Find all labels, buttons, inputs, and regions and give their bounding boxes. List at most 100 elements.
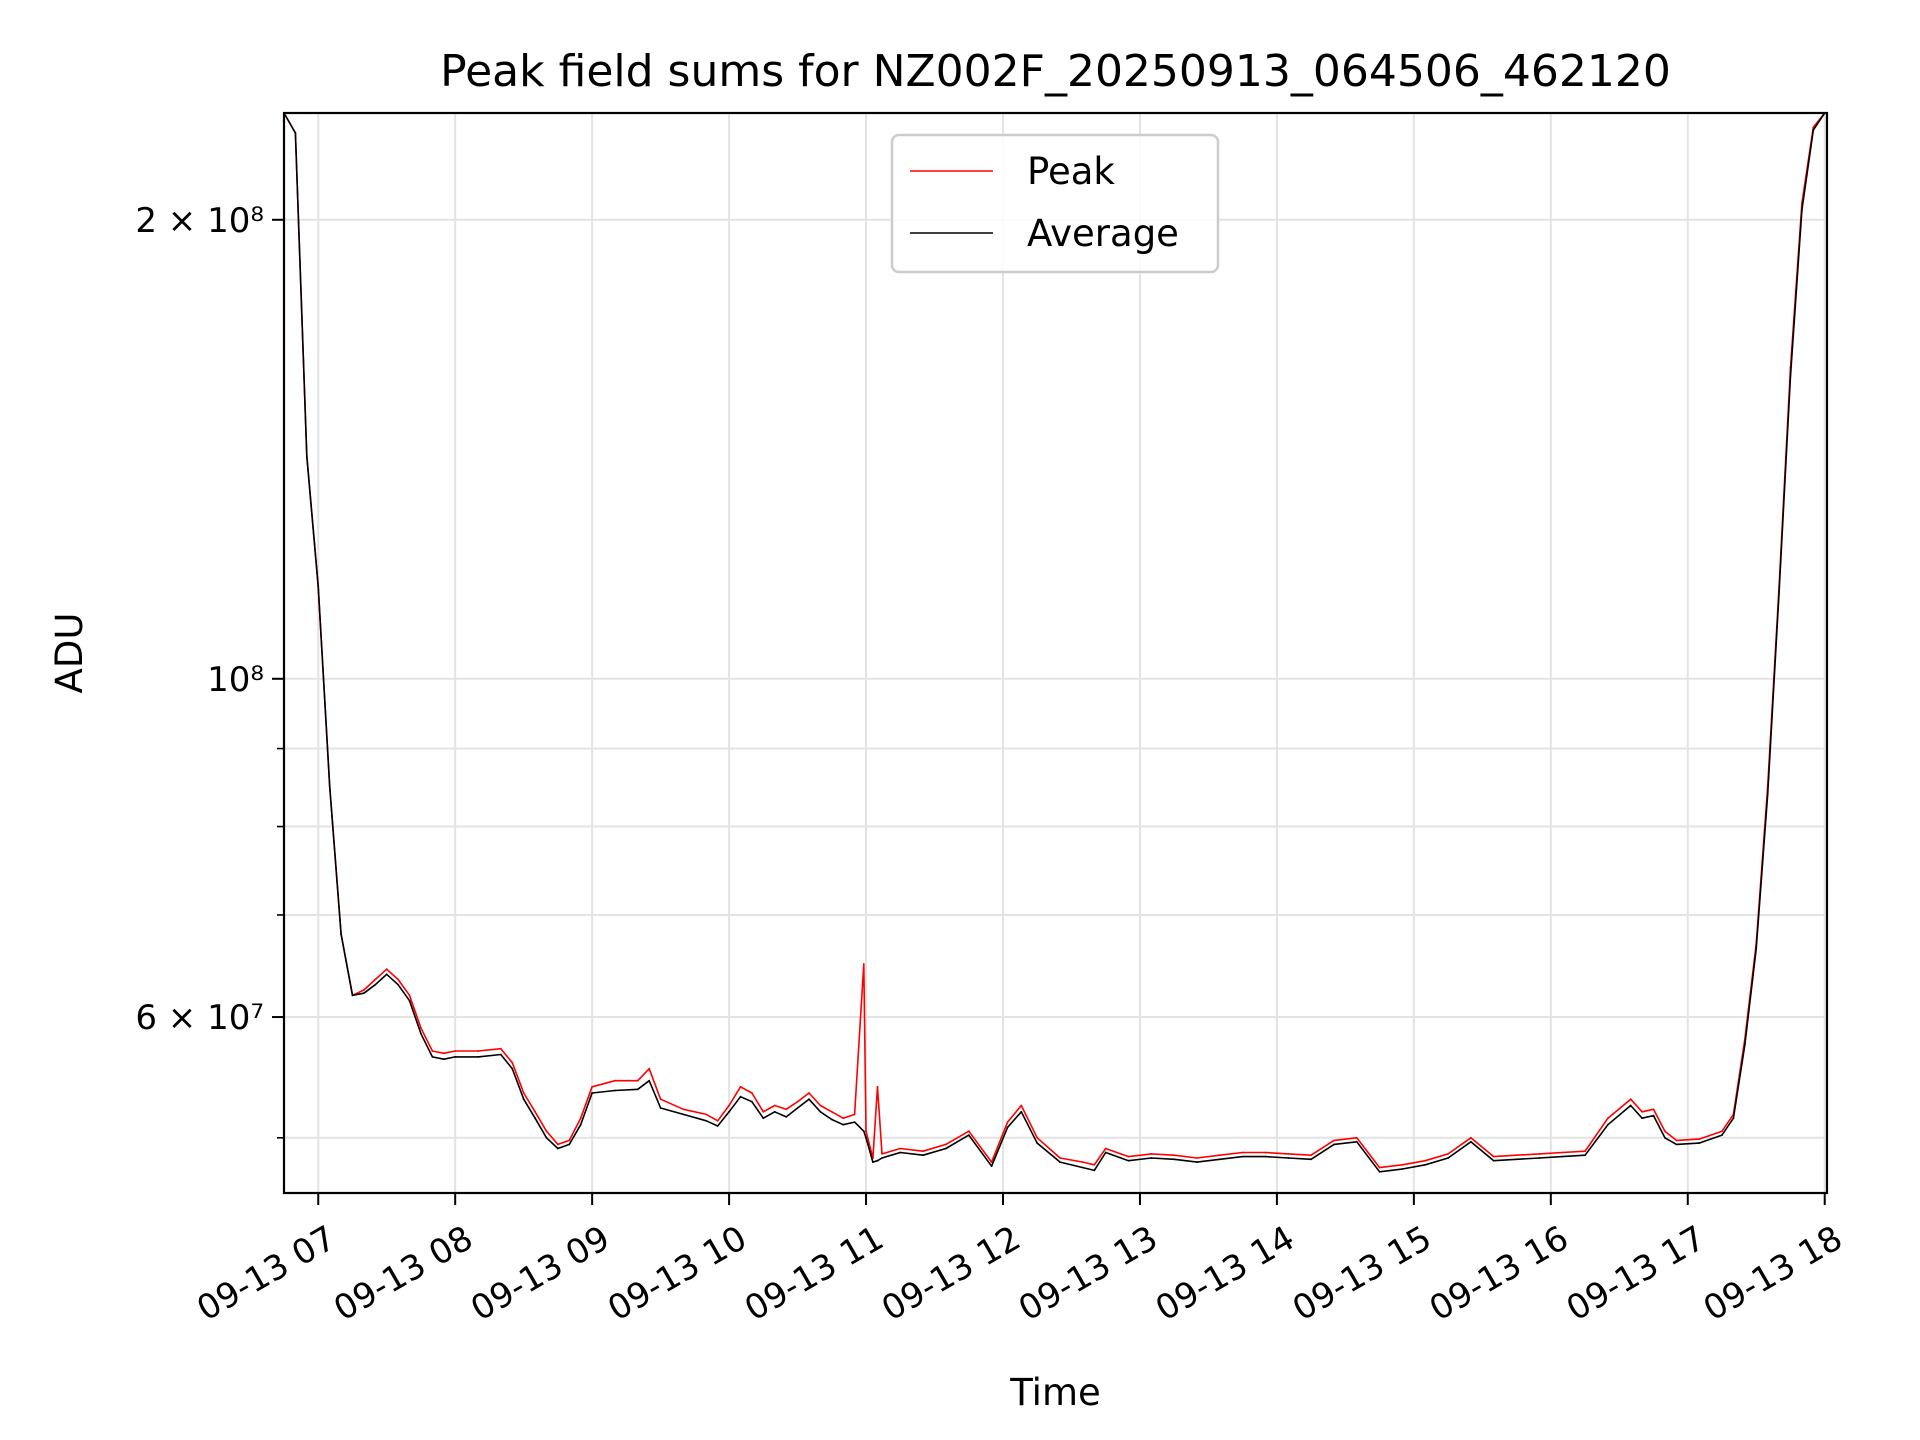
- data-point-peak: [751, 1092, 753, 1094]
- data-point-peak: [442, 1052, 445, 1055]
- data-point-average: [385, 973, 388, 976]
- data-point-peak: [1241, 1151, 1244, 1154]
- data-point-average: [328, 785, 331, 788]
- data-point-peak: [1641, 1110, 1643, 1113]
- data-point-average: [1333, 1143, 1335, 1146]
- data-point-peak: [545, 1130, 548, 1133]
- data-point-average: [1020, 1110, 1023, 1113]
- data-point-peak: [1264, 1151, 1267, 1154]
- data-point-peak: [1287, 1153, 1290, 1155]
- data-point-peak: [796, 1100, 799, 1103]
- data-point-peak: [862, 963, 865, 965]
- data-point-peak: [922, 1150, 924, 1153]
- data-point-peak: [477, 1050, 479, 1052]
- data-point-peak: [808, 1092, 810, 1094]
- data-point-average: [1355, 1140, 1358, 1143]
- data-point-peak: [853, 1113, 856, 1116]
- data-point-average: [1310, 1158, 1312, 1161]
- data-point-peak: [1515, 1154, 1518, 1157]
- data-point-peak: [1020, 1104, 1023, 1107]
- data-point-average: [1778, 591, 1780, 593]
- data-point-peak: [1470, 1136, 1472, 1139]
- data-point-peak: [1698, 1138, 1701, 1140]
- data-point-peak: [1378, 1166, 1381, 1169]
- data-point-average: [431, 1056, 434, 1058]
- data-point-average: [1059, 1161, 1061, 1163]
- x-axis-title: Time: [1009, 1371, 1101, 1414]
- data-point-peak: [1196, 1157, 1198, 1159]
- data-point-peak: [1664, 1130, 1666, 1133]
- data-point-average: [1755, 948, 1758, 950]
- data-point-average: [830, 1118, 833, 1121]
- data-point-peak: [1104, 1147, 1107, 1150]
- data-point-average: [1287, 1157, 1290, 1159]
- y-tick-label: 6 × 10⁷: [135, 998, 264, 1038]
- data-point-peak: [454, 1050, 457, 1052]
- data-point-peak: [522, 1092, 525, 1094]
- data-point-peak: [1424, 1159, 1427, 1162]
- data-point-peak: [431, 1050, 434, 1052]
- data-point-average: [872, 1161, 874, 1163]
- data-point-peak: [1059, 1157, 1061, 1159]
- data-point-average: [842, 1123, 845, 1126]
- data-point-average: [499, 1053, 502, 1056]
- data-point-peak: [408, 994, 411, 997]
- data-point-average: [534, 1117, 536, 1120]
- axes-frame: [282, 111, 1829, 1195]
- y-tick-label: 10⁸: [207, 660, 264, 700]
- data-point-average: [796, 1107, 799, 1109]
- data-point-average: [751, 1100, 753, 1103]
- series-layer: [283, 112, 1826, 1173]
- data-point-average: [511, 1067, 514, 1070]
- data-point-peak: [1310, 1154, 1312, 1157]
- data-point-peak: [659, 1098, 662, 1101]
- data-point-peak: [1401, 1163, 1404, 1166]
- data-point-average: [317, 585, 320, 588]
- data-point-peak: [865, 1130, 867, 1133]
- data-point-average: [881, 1157, 883, 1159]
- data-point-peak: [397, 978, 399, 981]
- data-point-average: [1743, 1044, 1746, 1047]
- data-point-average: [1607, 1123, 1609, 1126]
- data-point-peak: [1652, 1108, 1655, 1111]
- data-point-peak: [705, 1113, 708, 1116]
- data-point-peak: [1355, 1136, 1358, 1139]
- data-point-average: [1732, 1117, 1735, 1120]
- data-point-average: [579, 1123, 582, 1126]
- data-point-average: [773, 1110, 776, 1113]
- data-point-average: [477, 1056, 479, 1058]
- data-point-average: [899, 1151, 902, 1154]
- data-point-average: [762, 1117, 765, 1120]
- data-point-average: [374, 983, 377, 986]
- data-point-peak: [682, 1108, 685, 1111]
- data-point-average: [557, 1147, 559, 1150]
- data-point-peak: [557, 1143, 559, 1146]
- data-point-peak: [636, 1079, 639, 1082]
- data-point-peak: [1812, 126, 1815, 129]
- data-point-average: [728, 1110, 730, 1113]
- data-point-average: [1218, 1158, 1221, 1161]
- data-point-peak: [1218, 1154, 1221, 1157]
- data-point-peak: [1150, 1153, 1153, 1155]
- data-point-peak: [1561, 1151, 1564, 1154]
- legend-label-average: Average: [1027, 212, 1179, 255]
- data-point-average: [990, 1165, 993, 1168]
- data-point-peak: [1447, 1153, 1449, 1155]
- data-point-average: [454, 1056, 457, 1058]
- data-point-average: [420, 1032, 422, 1035]
- data-point-average: [1538, 1157, 1541, 1159]
- data-point-average: [819, 1110, 822, 1113]
- data-point-peak: [420, 1027, 422, 1030]
- data-point-peak: [716, 1119, 719, 1122]
- data-point-peak: [1492, 1155, 1495, 1158]
- data-point-average: [1584, 1154, 1586, 1157]
- data-point-peak: [1333, 1139, 1335, 1142]
- data-point-average: [682, 1113, 685, 1116]
- data-point-average: [305, 455, 308, 457]
- data-point-average: [1401, 1168, 1404, 1170]
- data-point-average: [1150, 1157, 1153, 1159]
- data-point-peak: [785, 1108, 788, 1111]
- data-point-average: [1082, 1166, 1084, 1169]
- data-point-average: [1093, 1169, 1096, 1172]
